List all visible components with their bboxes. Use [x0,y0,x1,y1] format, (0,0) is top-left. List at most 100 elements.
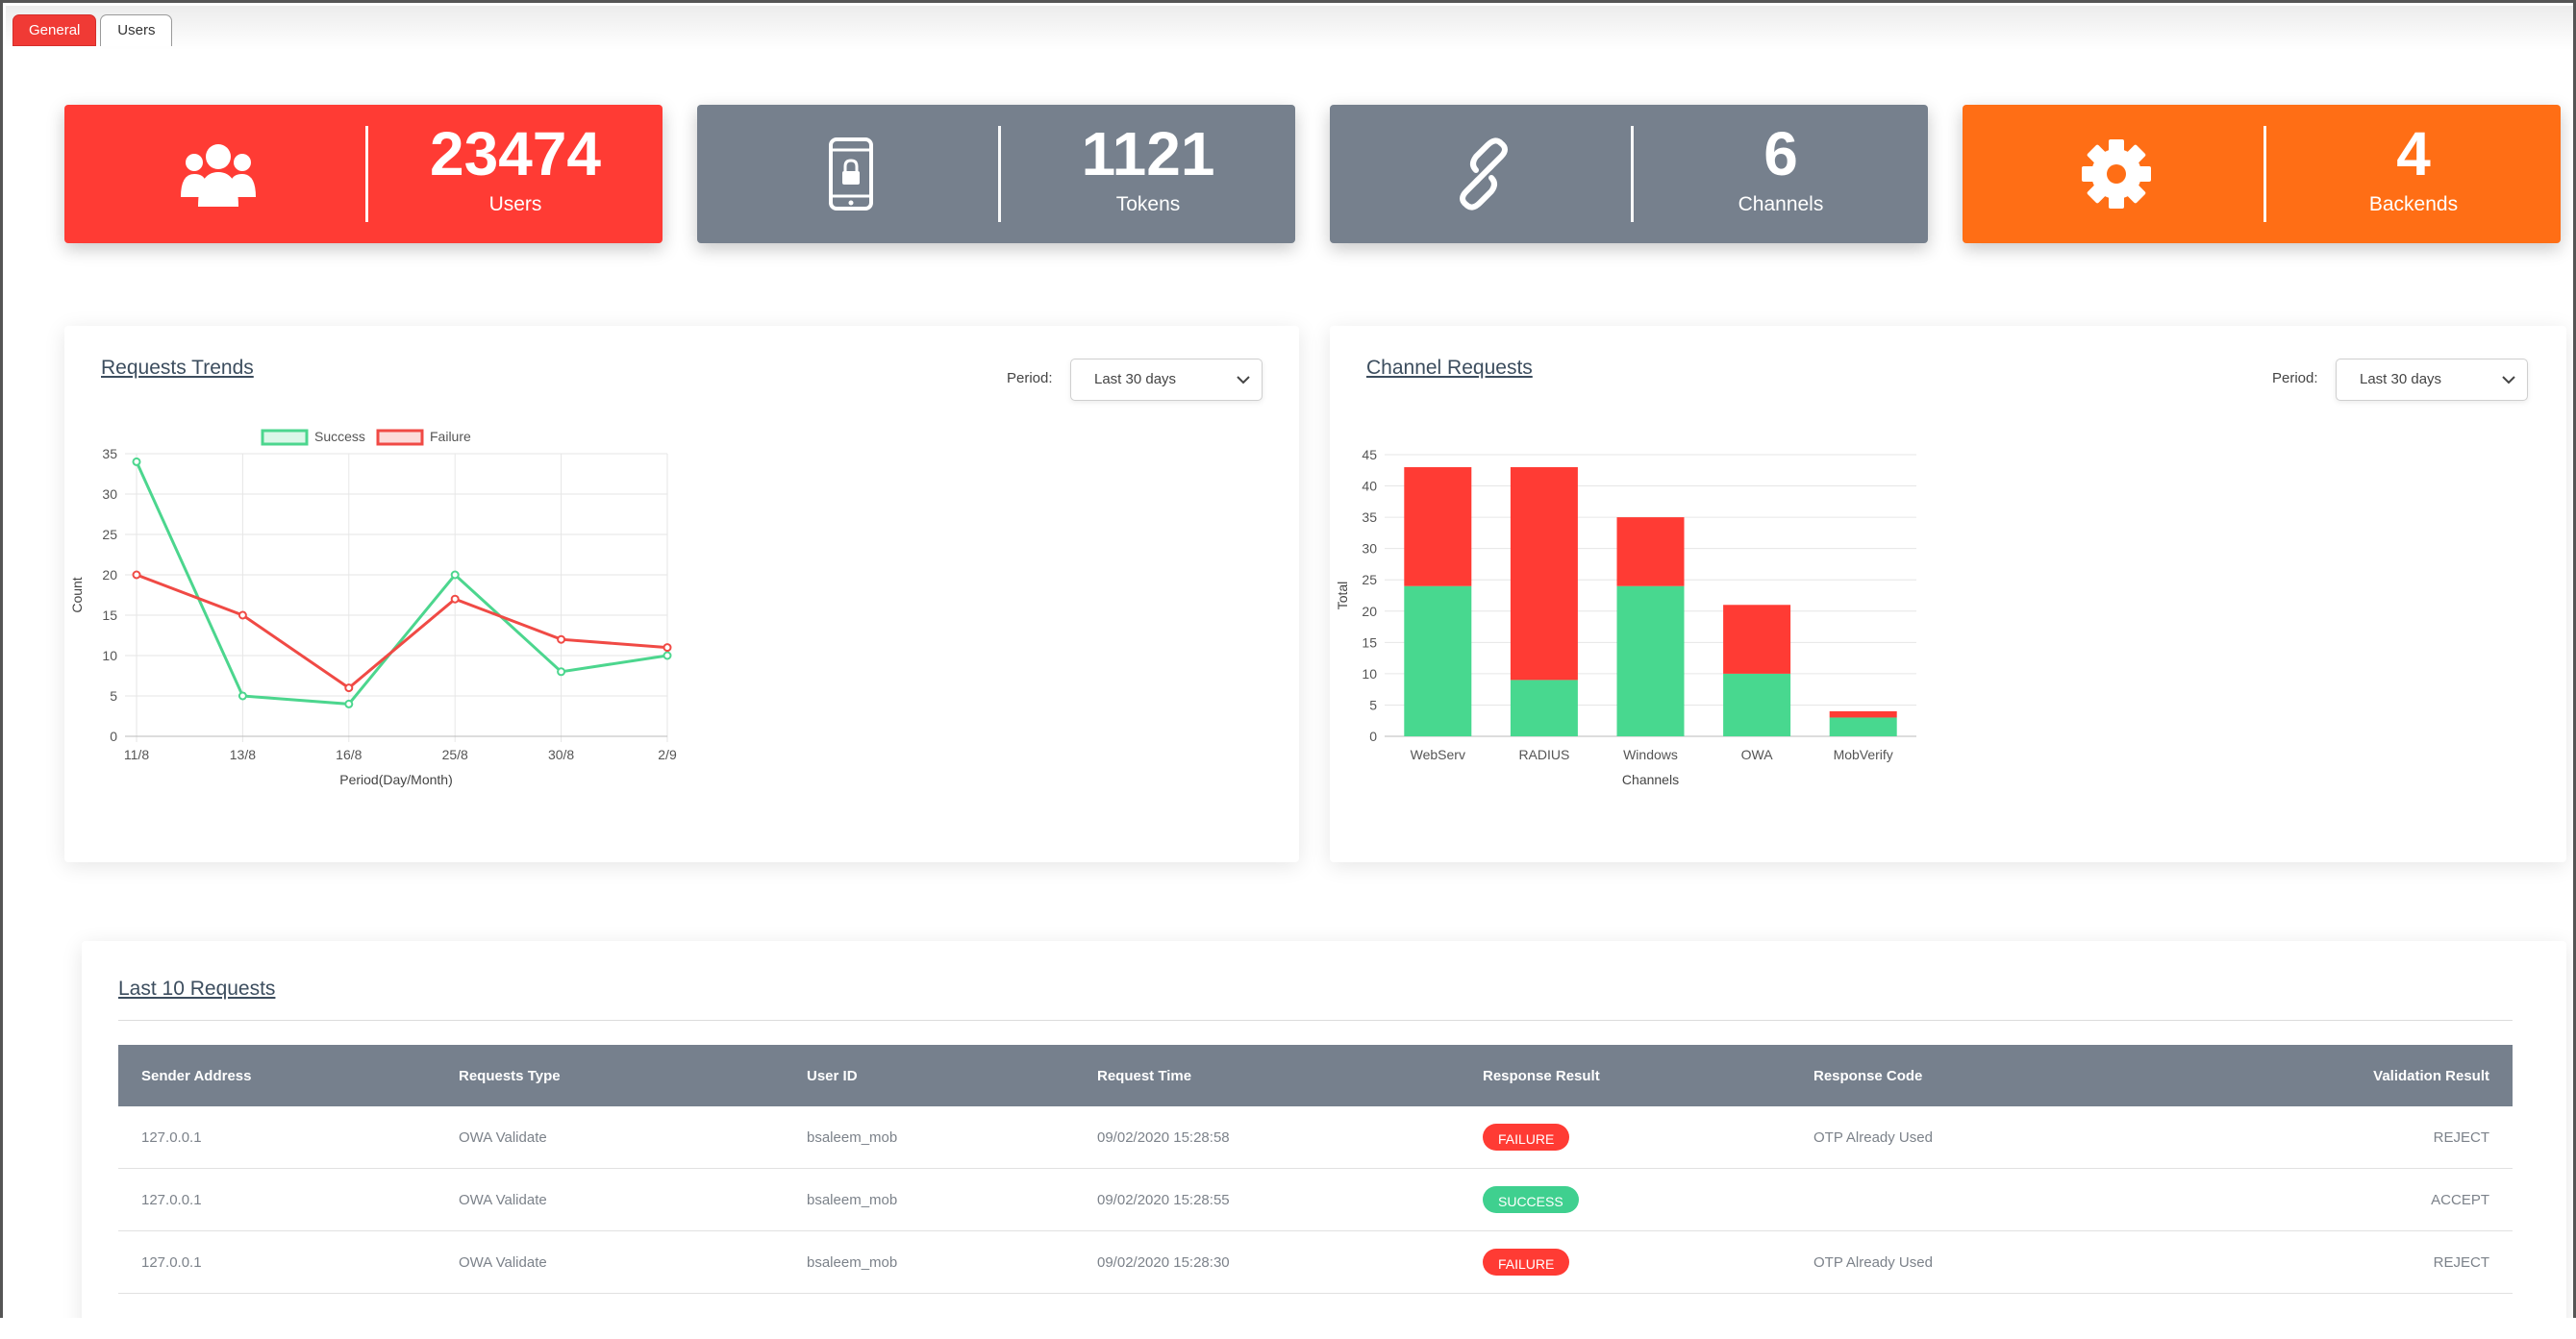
series-line-success [135,460,668,706]
cell-type: OWA Validate [436,1230,784,1294]
y-tick-label: 25 [1362,572,1377,587]
chevron-down-icon [1237,360,1250,400]
card-divider [2263,126,2266,222]
data-point [663,643,672,653]
legend-label: Success [314,429,365,444]
column-header-requests-type[interactable]: Requests Type [459,1067,561,1084]
tab-bar-background [6,6,2573,50]
requests-trends-chart: 0 5 10 15 20 25 30 35 11/8 13/8 16/8 25/8 30/8 2/9 Per… [69,429,677,787]
users-label: Users [488,193,542,215]
cell-code: OTP Already Used [1790,1230,2294,1294]
data-point [132,457,141,466]
stat-card-users: 23474 Users [64,105,663,243]
column-header-sender-address[interactable]: Sender Address [141,1067,252,1084]
bar-failure [1723,605,1791,674]
cell-sender: 127.0.0.1 [118,1230,436,1294]
bar-failure [1829,710,1897,718]
legend-label: Failure [430,429,471,444]
stat-card-channels: 6 Channels [1330,105,1928,243]
bar-failure [1616,517,1685,586]
column-header-response-result[interactable]: Response Result [1483,1067,1600,1084]
table-row[interactable]: 127.0.0.1 OWA Validate bsaleem_mob 09/02… [118,1230,2513,1294]
x-axis-label: Period(Day/Month) [339,772,453,787]
column-header-validation-result[interactable]: Validation Result [2373,1067,2489,1084]
x-tick-label: 16/8 [336,747,362,762]
y-tick-label: 25 [102,527,117,542]
data-point [450,570,460,580]
bar-success [1723,673,1791,736]
users-icon [151,126,286,222]
x-tick-label: RADIUS [1518,747,1569,762]
y-tick-label: 35 [1362,509,1377,525]
cell-result: FAILURE [1460,1106,1790,1169]
y-tick-label: 45 [1362,447,1377,462]
data-point [557,634,566,644]
table-row[interactable]: 127.0.0.1 OWA Validate bsaleem_mob 09/02… [118,1106,2513,1169]
cell-user: bsaleem_mob [784,1230,1074,1294]
cell-result [1460,1293,1790,1318]
legend-swatch [261,429,309,446]
table-row[interactable]: 127.0.0.1 OWA Validate bsaleem_mob 09/02… [118,1168,2513,1231]
table-header-row: Sender Address Requests Type User ID Req… [118,1045,2513,1106]
channel-requests-chart: 0 5 10 15 20 25 30 35 40 45 WebServ RADIUS Windows OW… [1335,447,1916,787]
y-tick-label: 10 [102,648,117,663]
tokens-label: Tokens [1115,193,1181,215]
cell-validation: REJECT [2294,1106,2513,1169]
y-tick-label: 5 [110,688,117,704]
bar-success [1829,717,1897,736]
channels-count: 6 [1763,119,1798,188]
tab-general[interactable]: General [13,14,97,46]
status-badge: SUCCESS [1483,1186,1579,1213]
y-tick-label: 20 [1362,604,1377,619]
bottom-strip [0,1318,2576,1339]
y-tick-label: 20 [102,567,117,583]
y-tick-label: 5 [1369,697,1377,712]
stat-card-tokens: 1121 Tokens [697,105,1295,243]
legend-swatch [376,429,424,446]
column-header-request-time[interactable]: Request Time [1097,1067,1192,1084]
cell-partial [118,1293,1460,1318]
table-row[interactable] [118,1293,2513,1318]
x-tick-label: OWA [1741,747,1774,762]
data-point [344,699,354,708]
y-tick-label: 30 [102,486,117,502]
cell-code [1790,1168,2294,1231]
period-select-value: Last 30 days [2360,371,2442,387]
y-tick-label: 30 [1362,541,1377,557]
cell-type: OWA Validate [436,1168,784,1231]
tokens-count: 1121 [1081,119,1215,188]
period-label: Period: [2272,370,2318,386]
cell-validation: REJECT [2294,1230,2513,1294]
cell-sender: 127.0.0.1 [118,1168,436,1231]
x-tick-label: Windows [1623,747,1678,762]
requests-trends-panel: Requests Trends Period: Last 30 days 0 5 1… [64,326,1299,862]
column-header-response-code[interactable]: Response Code [1813,1067,1923,1084]
column-header-user-id[interactable]: User ID [807,1067,858,1084]
channels-label: Channels [1738,193,1824,215]
bar-success [1510,680,1578,736]
y-tick-label: 40 [1362,479,1377,494]
x-tick-label: WebServ [1411,747,1465,762]
card-divider [998,126,1001,222]
requests-trends-title[interactable]: Requests Trends [101,357,254,379]
data-point [238,610,247,620]
channel-requests-title[interactable]: Channel Requests [1366,357,1533,379]
tab-users[interactable]: Users [100,14,173,46]
period-select-value: Last 30 days [1094,371,1177,387]
series-line-failure [136,573,668,690]
last-requests-title[interactable]: Last 10 Requests [118,978,276,1000]
cell-code: OTP Already Used [1790,1106,2294,1169]
stat-card-backends: 4 Backends [1963,105,2561,243]
cell-sender: 127.0.0.1 [118,1106,436,1169]
period-label: Period: [1007,370,1053,386]
period-select[interactable]: Last 30 days [2336,359,2528,401]
cell-user: bsaleem_mob [784,1168,1074,1231]
x-tick-label: 2/9 [658,747,677,762]
y-tick-label: 0 [110,729,117,744]
period-select[interactable]: Last 30 days [1070,359,1263,401]
data-point [238,691,247,701]
y-tick-label: 15 [102,608,117,623]
bar-success [1404,585,1472,736]
y-axis-label: Count [69,577,85,612]
